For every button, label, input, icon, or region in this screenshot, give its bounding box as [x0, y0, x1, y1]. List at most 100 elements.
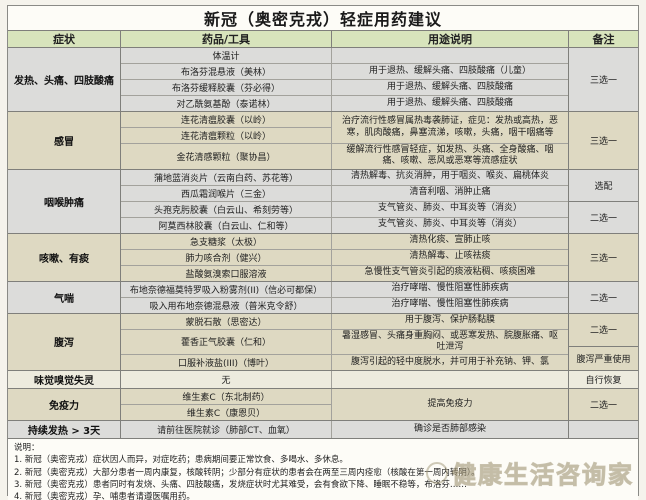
note-cell: 三选一 — [589, 76, 617, 86]
row-chunk: 请前往医院就诊（肺部CT、血氧） 确诊是否肺部感染 — [121, 421, 568, 438]
usage-cell: 急慢性支气管炎引起的痰液粘稠、咳痰困难 — [364, 267, 536, 278]
drug-column: 西瓜霜润喉片（三金） — [121, 185, 332, 201]
drug-column: 头孢克肟胶囊（白云山、希刻劳等） — [121, 201, 332, 217]
footer-note-line: 2. 新冠（奥密克戎）大部分患者一周内康复，核酸转阴；少部分有症状的患者会在两至… — [14, 467, 480, 478]
drug-column: 维生素C（东北制药） 维生素C（康恩贝） — [121, 389, 332, 420]
group-rows: 请前往医院就诊（肺部CT、血氧） 确诊是否肺部感染 — [121, 421, 568, 438]
symptom-cell: 持续发热 > 3天 — [8, 421, 121, 438]
medication-sheet: 新冠（奥密克戎）轻症用药建议 症状 药品/工具 用途说明 备注 发热、头痛、四肢… — [7, 5, 639, 500]
drug-cell: 蒙脱石散（思密达） — [185, 317, 267, 328]
group-rows: 连花清瘟胶囊（以岭） 连花清瘟颗粒（以岭） 治疗流行性感冒属热毒袭肺证，症见：发热或… — [121, 112, 568, 169]
usage-cell: 治疗哮喘、慢性阻塞性肺疾病 — [391, 299, 509, 310]
row-chunk: 对乙酰氨基酚（泰诺林） 用于退热、缓解头痛、四肢酸痛 — [121, 95, 568, 111]
drug-cell: 肺力咳合剂（健兴） — [185, 253, 267, 264]
drug-cell: 藿香正气胶囊（仁和） — [180, 338, 271, 349]
col-header-usage: 用途说明 — [428, 33, 472, 46]
page-title: 新冠（奥密克戎）轻症用药建议 — [8, 6, 638, 30]
drug-column: 请前往医院就诊（肺部CT、血氧） — [121, 421, 332, 438]
note-cell: 腹泻严重使用 — [569, 345, 638, 371]
drug-cell: 金花清感颗粒（聚协昌） — [176, 152, 276, 163]
drug-cell: 布地奈德福莫特罗吸入粉雾剂(II)（信必可都保） — [129, 285, 323, 296]
usage-cell: 腹泻引起的轻中度脱水，并可用于补充钠、钾、氯 — [350, 356, 549, 367]
note-column: 三选一 — [568, 233, 638, 281]
notes-heading: 说明： — [14, 443, 40, 453]
row-chunk: 肺力咳合剂（健兴） 清热解毒、止咳祛痰 — [121, 248, 568, 265]
drug-cell: 体温计 — [212, 52, 240, 62]
usage-cell: 治疗哮喘、慢性阻塞性肺疾病 — [391, 283, 509, 294]
usage-cell: 清热解毒、抗炎消肿，用于咽炎、喉炎、扁桃体炎 — [350, 171, 549, 182]
table-body: 发热、头痛、四肢酸痛 体温计 布洛芬混悬液（美林） 用于退热、缓解头痛、四肢酸痛（儿童… — [8, 48, 638, 439]
symptom-group: 感冒 连花清瘟胶囊（以岭） 连花清瘟颗粒（以岭） 治疗流行性感冒属热毒袭肺证，症见：发… — [8, 112, 638, 170]
note-column: 三选一 — [568, 112, 638, 169]
note-cell: 自行恢复 — [585, 376, 622, 386]
symptom-group: 持续发热 > 3天 请前往医院就诊（肺部CT、血氧） 确诊是否肺部感染 — [8, 421, 638, 439]
row-chunk: 口服补液盐(III)（博叶） 腹泻引起的轻中度脱水，并可用于补充钠、钾、氯 — [121, 354, 568, 370]
usage-cell: 用于退热、缓解头痛、四肢酸痛（儿童） — [368, 65, 531, 76]
row-chunk: 体温计 — [121, 48, 568, 63]
usage-cell: 用于退热、缓解头痛、四肢酸痛 — [386, 97, 513, 108]
usage-cell: 支气管炎、肺炎、中耳炎等（消炎） — [377, 203, 522, 214]
symptom-group: 咳嗽、有痰 急支糖浆（太极） 清热化痰、宣肺止咳 肺力咳合剂（健兴） 清热解毒、止咳祛痰… — [8, 233, 638, 282]
usage-cell — [332, 371, 568, 388]
row-chunk: 西瓜霜润喉片（三金） 清音利咽、消肿止痛 — [121, 184, 568, 201]
usage-cell: 支气管炎、肺炎、中耳炎等（消炎） — [377, 219, 522, 230]
drug-column: 布洛芬缓释胶囊（芬必得） — [121, 80, 332, 95]
drug-column: 体温计 — [121, 48, 332, 63]
usage-cell: 治疗流行性感冒属热毒袭肺证，症见：发热或高热，恶寒，肌肉酸痛，鼻塞流涕，咳嗽，头… — [341, 116, 558, 138]
note-column: 自行恢复 — [568, 371, 638, 388]
note-cell: 三选一 — [589, 136, 617, 147]
usage-cell: 用于退热、缓解头痛、四肢酸痛 — [386, 81, 513, 92]
group-rows: 蒙脱石散（思密达） 用于腹泻、保护肠黏膜 藿香正气胶囊（仁和） 暑湿感冒、头痛身重胸闷… — [121, 313, 568, 370]
drug-column: 肺力咳合剂（健兴） — [121, 249, 332, 265]
group-rows: 无 — [121, 371, 568, 388]
drug-column: 藿香正气胶囊（仁和） — [121, 329, 332, 354]
row-chunk: 藿香正气胶囊（仁和） 暑湿感冒、头痛身重胸闷、或恶寒发热、脘腹胀痛、呕吐泄泻 — [121, 328, 568, 354]
col-header-symptom: 症状 — [8, 31, 121, 47]
footer-note-line: 1. 新冠（奥密克戎）症状因人而异，对症吃药；患病期间要正常饮食、多喝水、多休息… — [14, 455, 348, 466]
notes-section: 说明： 1. 新冠（奥密克戎）症状因人而异，对症吃药；患病期间要正常饮食、多喝水… — [8, 439, 638, 500]
symptom-cell: 腹泻 — [8, 313, 121, 370]
usage-cell: 缓解流行性感冒轻症，如发热、头痛、全身酸痛、咽痛、咳嗽、恶风或恶寒等流感症状 — [346, 145, 554, 167]
drug-cell: 西瓜霜润喉片（三金） — [180, 189, 271, 200]
drug-cell: 对乙酰氨基酚（泰诺林） — [176, 100, 276, 110]
row-chunk: 维生素C（东北制药） 维生素C（康恩贝） 提高免疫力 — [121, 389, 568, 420]
usage-cell — [332, 48, 568, 63]
note-column — [568, 421, 638, 438]
row-chunk: 金花清感颗粒（聚协昌） 缓解流行性感冒轻症，如发热、头痛、全身酸痛、咽痛、咳嗽、恶… — [121, 143, 568, 169]
drug-cell: 蒲地蓝消炎片（云南白药、苏花等） — [153, 173, 298, 184]
note-cell — [569, 421, 638, 438]
drug-cell: 连花清瘟胶囊（以岭） — [180, 116, 271, 126]
drug-column: 盐酸氨溴索口服溶液 — [121, 265, 332, 281]
group-rows: 维生素C（东北制药） 维生素C（康恩贝） 提高免疫力 — [121, 389, 568, 420]
row-chunk: 布地奈德福莫特罗吸入粉雾剂(II)（信必可都保） 治疗哮喘、慢性阻塞性肺疾病 — [121, 281, 568, 297]
drug-column: 连花清瘟胶囊（以岭） 连花清瘟颗粒（以岭） — [121, 112, 332, 143]
col-header-note: 备注 — [568, 31, 638, 47]
drug-cell: 维生素C（东北制药） — [182, 393, 270, 403]
drug-cell: 无 — [221, 376, 231, 386]
symptom-group: 免疫力 维生素C（东北制药） 维生素C（康恩贝） 提高免疫力 二选一 — [8, 389, 638, 421]
symptom-cell: 咽喉肿痛 — [8, 169, 121, 233]
symptom-cell: 免疫力 — [8, 389, 121, 420]
symptom-group: 味觉嗅觉失灵 无 自行恢复 — [8, 371, 638, 389]
note-column: 三选一 — [568, 48, 638, 111]
drug-cell: 维生素C（康恩贝） — [121, 404, 331, 420]
row-chunk: 蒙脱石散（思密达） 用于腹泻、保护肠黏膜 — [121, 313, 568, 329]
drug-cell: 口服补液盐(III)（博叶） — [178, 359, 274, 369]
note-cell: 二选一 — [569, 200, 638, 233]
footer-note-line: 4. 新冠（奥密克戎）孕、哺患者请遵医嘱用药。 — [14, 492, 195, 500]
col-header-drug: 药品/工具 — [121, 31, 332, 47]
drug-cell: 请前往医院就诊（肺部CT、血氧） — [157, 426, 295, 436]
row-chunk: 布洛芬缓释胶囊（芬必得） 用于退热、缓解头痛、四肢酸痛 — [121, 79, 568, 95]
drug-cell: 头孢克肟胶囊（白云山、希刻劳等） — [153, 205, 298, 216]
symptom-cell: 咳嗽、有痰 — [8, 233, 121, 281]
table-header-row: 症状 药品/工具 用途说明 备注 — [8, 30, 638, 48]
footer-note-line: 3. 新冠（奥密克戎）患者同时有发烧、头痛、四肢酸痛，发烧症状时尤其难受，会有食… — [14, 479, 467, 490]
drug-column: 急支糖浆（太极） — [121, 233, 332, 249]
drug-cell: 阿莫西林胶囊（白云山、仁和等） — [158, 221, 294, 232]
symptom-cell: 气喘 — [8, 281, 121, 313]
note-column: 选配 二选一 — [568, 169, 638, 233]
drug-column: 蒲地蓝消炎片（云南白药、苏花等） — [121, 169, 332, 185]
row-chunk: 连花清瘟胶囊（以岭） 连花清瘟颗粒（以岭） 治疗流行性感冒属热毒袭肺证，症见：发热或… — [121, 112, 568, 143]
note-cell: 选配 — [594, 181, 613, 192]
